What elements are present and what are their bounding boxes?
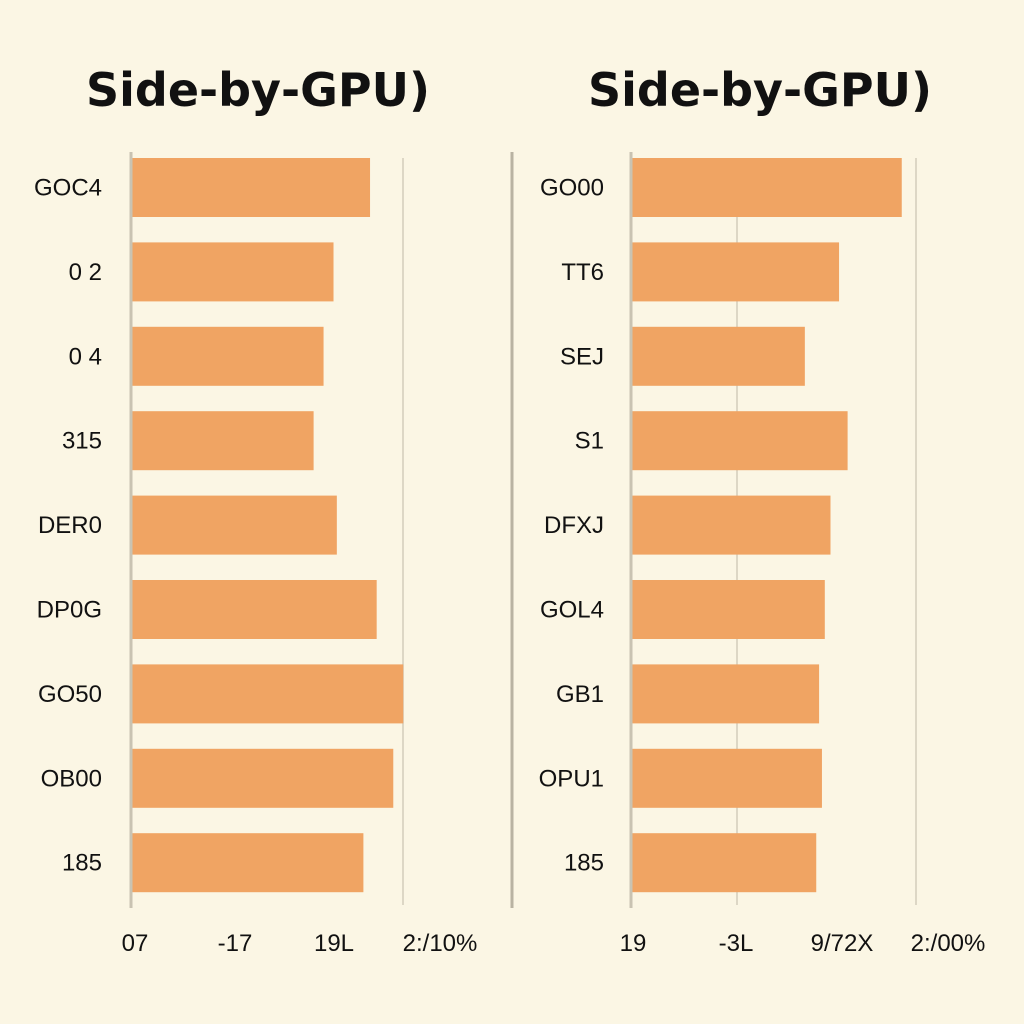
left-bar-6 [131, 580, 377, 639]
right-bar-5 [631, 495, 831, 555]
right-bar-8 [631, 748, 822, 808]
right-category-label-6: GOL4 [540, 597, 604, 624]
right-bars-group [631, 158, 902, 893]
right-bar-6 [631, 580, 825, 639]
right-category-labels-group: GO00 TT6 SEJ S1 DFXJ GOL4 GB1 OPU1 185 [539, 175, 604, 877]
left-bar-4 [131, 411, 314, 471]
right-category-label-7: GB1 [556, 681, 604, 708]
right-x-tick-label-3: 9/72X [811, 930, 874, 957]
right-category-label-3: SEJ [560, 343, 604, 370]
left-category-label-5: DER0 [38, 512, 102, 539]
left-bar-2 [131, 242, 334, 302]
left-category-label-3: 0 4 [69, 343, 102, 370]
left-x-tick-label-3: 19L [314, 930, 354, 957]
left-x-tick-label-2: -17 [218, 930, 253, 957]
left-category-label-2: 0 2 [69, 259, 102, 286]
right-bar-1 [631, 158, 902, 217]
left-bar-1 [131, 158, 371, 217]
left-bar-3 [131, 326, 324, 386]
left-category-label-4: 315 [62, 428, 102, 455]
right-category-label-2: TT6 [561, 259, 604, 286]
left-x-tick-label-4: 2:/10% [403, 930, 478, 957]
right-category-label-5: DFXJ [544, 512, 604, 539]
left-bar-7 [131, 664, 404, 724]
right-bar-9 [631, 833, 817, 893]
right-bar-7 [631, 664, 820, 724]
right-chart-title: Side-by-GPU) [588, 63, 932, 117]
right-x-tick-label-4: 2:/00% [911, 930, 986, 957]
right-bar-4 [631, 411, 848, 471]
left-x-tick-label-1: 07 [122, 930, 149, 957]
right-bar-2 [631, 242, 840, 302]
right-category-label-1: GO00 [540, 175, 604, 202]
right-chart-panel: Side-by-GPU) GO00 TT6 SEJ S1 DFXJ GOL4 GB1 OPU1… [510, 63, 986, 957]
right-x-tick-label-2: -3L [719, 930, 754, 957]
left-bar-5 [131, 495, 337, 555]
right-x-tick-labels-group: 19 -3L 9/72X 2:/00% [620, 930, 986, 957]
left-category-label-7: GO50 [38, 681, 102, 708]
left-bar-9 [131, 833, 364, 893]
left-category-label-9: 185 [62, 850, 102, 877]
left-chart-panel: Side-by-GPU) GOC4 0 2 0 4 315 DER0 DP0G GO50 OB… [34, 63, 477, 957]
right-bar-3 [631, 326, 805, 386]
right-category-label-8: OPU1 [539, 765, 604, 792]
right-category-label-4: S1 [575, 428, 604, 455]
left-category-label-6: DP0G [37, 597, 102, 624]
left-category-label-1: GOC4 [34, 175, 102, 202]
left-bars-group [131, 158, 404, 893]
left-bar-8 [131, 748, 394, 808]
left-category-labels-group: GOC4 0 2 0 4 315 DER0 DP0G GO50 OB00 185 [34, 175, 102, 877]
left-category-label-8: OB00 [41, 765, 102, 792]
left-chart-title: Side-by-GPU) [86, 63, 430, 117]
right-x-tick-label-1: 19 [620, 930, 647, 957]
left-x-tick-labels-group: 07 -17 19L 2:/10% [122, 930, 478, 957]
right-category-label-9: 185 [564, 850, 604, 877]
